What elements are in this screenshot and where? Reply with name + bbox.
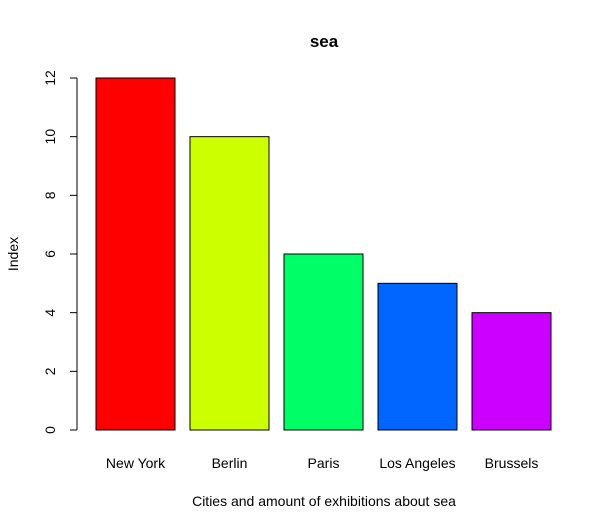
y-axis: 0 2 4 6 8 10 12 [42,70,78,434]
x-category-label-new-york: New York [106,455,166,471]
y-tick-label-2: 2 [42,367,58,375]
y-tick-label-8: 8 [42,191,58,199]
y-tick-label-4: 4 [42,309,58,317]
bar-brussels [471,312,552,431]
chart-title: sea [310,32,339,51]
y-tick-label-12: 12 [42,70,58,86]
bar-paris [283,253,364,431]
y-tick-label-10: 10 [42,129,58,145]
y-tick-label-6: 6 [42,250,58,258]
bars [95,77,552,431]
x-axis-label: Cities and amount of exhibitions about s… [192,493,456,509]
bar-new-york [95,77,176,431]
bar-berlin [189,136,270,431]
y-tick-label-0: 0 [42,426,58,434]
bar-los-angeles [377,282,458,431]
y-axis-label: Index [5,237,21,271]
x-category-label-berlin: Berlin [212,455,248,471]
x-category-label-los-angeles: Los Angeles [379,455,455,471]
x-category-labels: New York Berlin Paris Los Angeles Brussels [106,455,538,471]
x-category-label-brussels: Brussels [485,455,539,471]
x-category-label-paris: Paris [308,455,340,471]
